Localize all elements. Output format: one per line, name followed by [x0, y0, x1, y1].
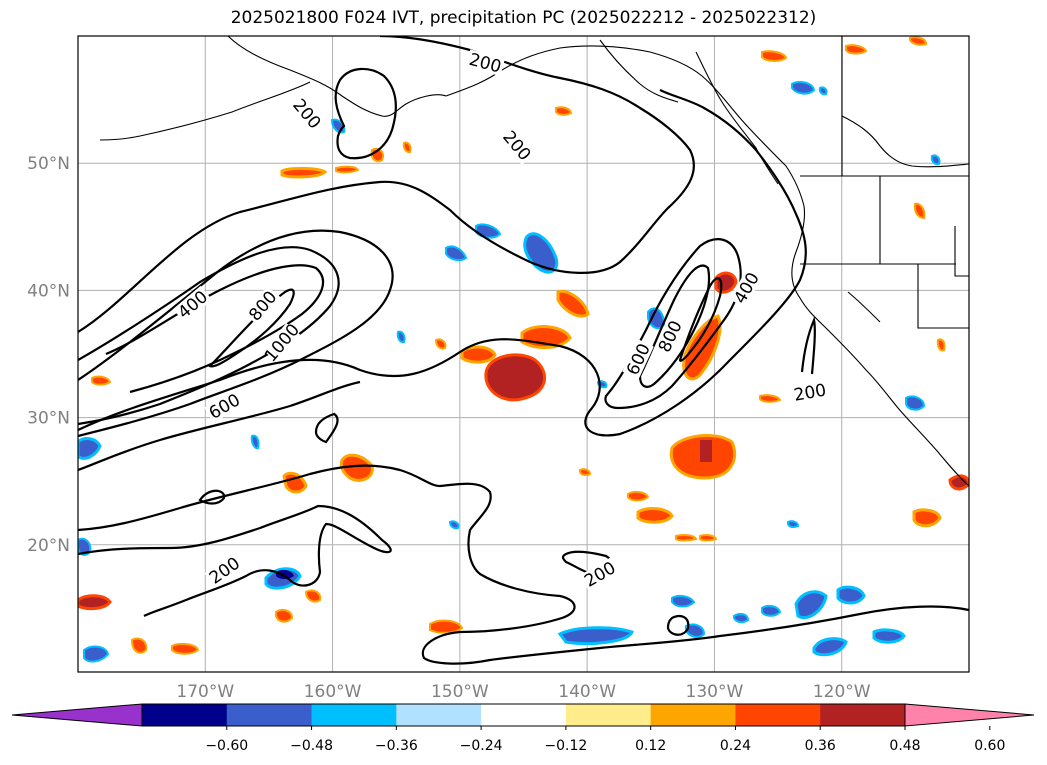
ivt-contours	[78, 36, 969, 665]
contour-label-bg	[288, 94, 326, 134]
contour-label-bg	[729, 267, 764, 308]
longitude-labels: 170°W 160°W 150°W 140°W 130°W 120°W	[176, 682, 870, 702]
colorbar-bin	[396, 704, 482, 726]
contour-label-bg	[654, 316, 686, 357]
contour-label-bg	[204, 389, 245, 423]
lat-label: 30°N	[27, 409, 70, 429]
colorbar-tick-label: 0.12	[635, 738, 666, 754]
colorbar-tick-label: −0.36	[375, 738, 418, 754]
contour-label-bg	[172, 285, 213, 323]
contour-label-bg	[622, 338, 654, 380]
contour-label-bg	[498, 125, 536, 165]
lon-label: 170°W	[176, 682, 234, 702]
map-title: 2025021800 F024 IVT, precipitation PC (2…	[230, 8, 817, 28]
colorbar-extend-min	[11, 703, 143, 727]
lat-label: 40°N	[27, 281, 70, 301]
colorbar-tick-label: 0.24	[720, 738, 751, 754]
contour-label-bg	[790, 380, 830, 405]
lon-label: 120°W	[813, 682, 871, 702]
contour-label-bg	[244, 286, 282, 326]
contour-label-bg	[263, 322, 301, 363]
colorbar-tick-label: −0.48	[290, 738, 333, 754]
latitude-labels: 50°N 40°N 30°N 20°N	[27, 154, 70, 556]
contour-label-bg	[204, 552, 245, 588]
colorbar-tick-label: −0.60	[205, 738, 248, 754]
colorbar-bin	[735, 704, 821, 726]
colorbar-tick-label: −0.24	[460, 738, 503, 754]
colorbar	[11, 703, 1035, 727]
colorbar-tick-label: −0.12	[544, 738, 587, 754]
lon-label: 150°W	[431, 682, 489, 702]
precip-positive-shading	[78, 36, 969, 655]
colorbar-bin	[226, 704, 313, 726]
colorbar-bin	[650, 704, 736, 726]
lon-label: 160°W	[304, 682, 362, 702]
colorbar-tick-label: 0.36	[805, 738, 836, 754]
lat-label: 50°N	[27, 154, 70, 174]
map-frame	[77, 35, 970, 673]
lon-label: 130°W	[686, 682, 744, 702]
colorbar-tick-label: 0.60	[974, 738, 1005, 754]
colorbar-bin	[142, 704, 228, 726]
lat-label: 20°N	[27, 536, 70, 556]
coastlines	[99, 36, 969, 487]
colorbar-tick-labels: −0.60 −0.48 −0.36 −0.24 −0.12 0.12 0.24 0.36 0.4…	[205, 726, 1005, 754]
lon-label: 140°W	[558, 682, 616, 702]
colorbar-bin	[311, 704, 397, 726]
precip-negative-shading	[78, 81, 941, 663]
colorbar-extend-max	[904, 703, 1035, 727]
colorbar-bin	[481, 704, 567, 726]
colorbar-bin	[565, 704, 652, 726]
colorbar-tick-label: 0.48	[889, 738, 920, 754]
colorbar-frame	[141, 703, 906, 727]
colorbar-bin	[820, 704, 906, 726]
contour-label-bg	[579, 557, 620, 591]
